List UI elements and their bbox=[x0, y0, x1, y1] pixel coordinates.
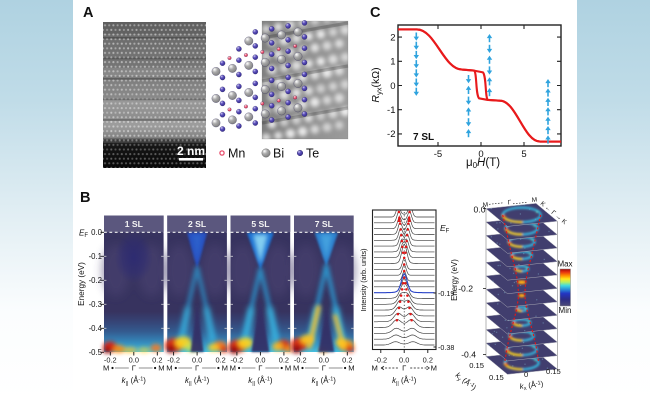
svg-text:Energy (eV): Energy (eV) bbox=[77, 262, 86, 306]
svg-text:0.0: 0.0 bbox=[255, 356, 265, 365]
svg-text:-5: -5 bbox=[434, 149, 442, 160]
svg-text:EF: EF bbox=[440, 223, 450, 235]
svg-text:Max: Max bbox=[557, 260, 572, 269]
svg-text:0: 0 bbox=[478, 149, 483, 160]
svg-text:2 SL: 2 SL bbox=[188, 219, 206, 229]
svg-text:M: M bbox=[158, 364, 164, 373]
svg-text:1: 1 bbox=[390, 57, 395, 68]
svg-text:M: M bbox=[348, 364, 354, 373]
svg-text:2: 2 bbox=[390, 32, 395, 43]
svg-text:M: M bbox=[431, 364, 437, 373]
svg-text:M: M bbox=[531, 196, 537, 204]
svg-text:-2: -2 bbox=[387, 129, 395, 140]
svg-text:k|| (Å-1): k|| (Å-1) bbox=[122, 376, 147, 387]
svg-text:0.15: 0.15 bbox=[469, 361, 484, 370]
svg-text:EF: EF bbox=[79, 228, 88, 239]
svg-text:-0.1: -0.1 bbox=[89, 252, 102, 261]
svg-text:Γ: Γ bbox=[402, 364, 406, 373]
svg-text:μ0H(T): μ0H(T) bbox=[466, 157, 500, 170]
svg-text:5: 5 bbox=[521, 149, 526, 160]
svg-text:0: 0 bbox=[524, 370, 528, 379]
svg-text:Te: Te bbox=[306, 147, 319, 161]
svg-text:Min: Min bbox=[559, 306, 572, 315]
svg-text:C: C bbox=[370, 5, 381, 21]
svg-text:0.2: 0.2 bbox=[423, 356, 433, 365]
svg-text:M: M bbox=[372, 364, 378, 373]
svg-text:-0.4: -0.4 bbox=[89, 324, 103, 333]
svg-text:0.2: 0.2 bbox=[215, 356, 225, 365]
svg-text:M: M bbox=[166, 364, 172, 373]
svg-text:M: M bbox=[293, 364, 299, 373]
svg-text:-0.2: -0.2 bbox=[294, 356, 307, 365]
svg-text:Γ: Γ bbox=[195, 364, 199, 373]
svg-text:7 SL: 7 SL bbox=[315, 219, 333, 229]
svg-text:5 SL: 5 SL bbox=[251, 219, 269, 229]
svg-text:-0.2: -0.2 bbox=[104, 356, 117, 365]
svg-text:k|| (Å-1): k|| (Å-1) bbox=[392, 376, 417, 387]
svg-text:0: 0 bbox=[390, 81, 395, 92]
svg-text:0.0: 0.0 bbox=[192, 356, 202, 365]
svg-text:0.15: 0.15 bbox=[489, 373, 504, 382]
svg-text:-0.19: -0.19 bbox=[438, 289, 454, 298]
svg-text:0.0: 0.0 bbox=[129, 356, 139, 365]
svg-text:Γ: Γ bbox=[132, 364, 136, 373]
svg-text:M: M bbox=[285, 364, 291, 373]
svg-text:0.0: 0.0 bbox=[474, 204, 486, 214]
svg-text:M: M bbox=[230, 364, 236, 373]
svg-text:-0.5: -0.5 bbox=[89, 348, 103, 357]
svg-text:-0.4: -0.4 bbox=[461, 350, 476, 360]
svg-text:k|| (Å-1): k|| (Å-1) bbox=[185, 376, 210, 387]
svg-text:7 SL: 7 SL bbox=[413, 132, 434, 143]
svg-text:M: M bbox=[103, 364, 109, 373]
svg-text:Γ: Γ bbox=[507, 199, 512, 206]
svg-text:M: M bbox=[222, 364, 228, 373]
svg-text:Energy (eV): Energy (eV) bbox=[450, 259, 459, 301]
svg-text:Γ: Γ bbox=[258, 364, 262, 373]
svg-text:0.15: 0.15 bbox=[546, 367, 561, 376]
svg-text:Bi: Bi bbox=[273, 147, 284, 161]
svg-text:-0.38: -0.38 bbox=[438, 343, 454, 352]
svg-text:-0.2: -0.2 bbox=[231, 356, 244, 365]
svg-text:-1: -1 bbox=[387, 105, 395, 116]
svg-text:2 nm: 2 nm bbox=[177, 144, 205, 158]
svg-text:Γ: Γ bbox=[322, 364, 326, 373]
svg-text:0.2: 0.2 bbox=[152, 356, 162, 365]
svg-text:M: M bbox=[482, 201, 488, 209]
svg-text:-0.2: -0.2 bbox=[458, 284, 473, 294]
svg-text:kx (Å-1): kx (Å-1) bbox=[519, 379, 544, 392]
svg-text:-0.2: -0.2 bbox=[374, 356, 387, 365]
svg-text:A: A bbox=[83, 5, 94, 21]
svg-text:k|| (Å-1): k|| (Å-1) bbox=[248, 376, 273, 387]
svg-text:k|| (Å-1): k|| (Å-1) bbox=[312, 376, 337, 387]
svg-text:0.2: 0.2 bbox=[279, 356, 289, 365]
svg-text:Ryx(kΩ): Ryx(kΩ) bbox=[370, 67, 384, 102]
svg-text:1 SL: 1 SL bbox=[125, 219, 143, 229]
svg-text:-0.2: -0.2 bbox=[167, 356, 180, 365]
svg-text:Intensity (arb. units): Intensity (arb. units) bbox=[359, 248, 368, 311]
svg-text:0.0: 0.0 bbox=[91, 228, 103, 237]
svg-text:-0.2: -0.2 bbox=[89, 276, 102, 285]
svg-text:0.2: 0.2 bbox=[342, 356, 352, 365]
svg-text:0.0: 0.0 bbox=[319, 356, 329, 365]
svg-text:Mn: Mn bbox=[228, 147, 245, 161]
svg-text:-0.3: -0.3 bbox=[89, 300, 102, 309]
svg-text:0.0: 0.0 bbox=[399, 356, 409, 365]
svg-text:B: B bbox=[80, 190, 90, 206]
